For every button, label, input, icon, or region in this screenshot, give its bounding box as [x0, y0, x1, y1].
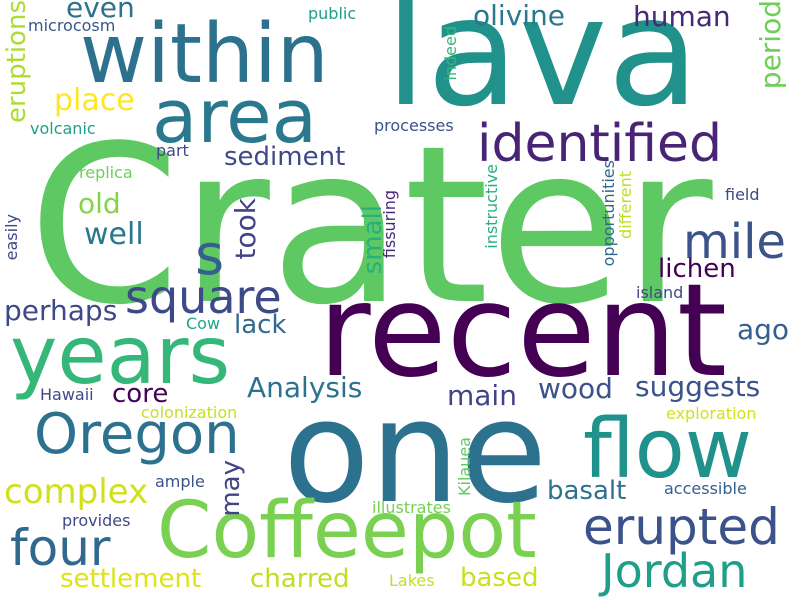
word-lichen: lichen — [658, 254, 736, 284]
word-hawaii: Hawaii — [40, 385, 94, 404]
word-wood: wood — [538, 372, 613, 405]
word-basalt: basalt — [547, 476, 627, 506]
word-lakes: Lakes — [389, 571, 435, 590]
word-kilauea: Kilauea — [455, 437, 474, 496]
word-instructive: instructive — [482, 164, 501, 249]
word-core: core — [112, 379, 169, 409]
word-well: well — [84, 217, 144, 252]
word-oregon: Oregon — [34, 402, 240, 467]
word-indeed: indeed — [441, 26, 460, 81]
word-identified: identified — [477, 114, 722, 174]
word-crater: Crater — [28, 100, 713, 353]
word-provides: provides — [62, 511, 131, 530]
word-microcosm: microcosm — [28, 16, 116, 35]
word-square: square — [125, 270, 282, 324]
word-human: human — [633, 0, 731, 33]
word-charred: charred — [250, 564, 350, 594]
word-eruptions: eruptions — [2, 0, 32, 124]
word-cow: Cow — [186, 314, 221, 333]
word-public: public — [308, 4, 357, 23]
word-analysis: Analysis — [247, 371, 363, 404]
word-exploration: exploration — [666, 404, 757, 423]
word-volcanic: volcanic — [30, 119, 96, 138]
word-replica: replica — [79, 163, 133, 182]
word-old: old — [78, 187, 121, 220]
word-jordan: Jordan — [601, 544, 748, 598]
word-may: may — [216, 460, 246, 517]
word-four: four — [10, 519, 111, 577]
word-recent: recent — [318, 257, 727, 406]
word-coffeepot: Coffeepot — [157, 486, 537, 576]
word-lack: lack — [234, 310, 287, 340]
word-period: period — [754, 0, 787, 90]
word-years: years — [10, 309, 231, 402]
word-even: even — [66, 0, 135, 24]
word-easily: easily — [2, 214, 21, 261]
word-took: took — [229, 198, 262, 260]
word-island: island — [636, 283, 684, 302]
word-settlement: settlement — [60, 564, 202, 594]
word-lava: lava — [385, 0, 700, 140]
word-olivine: olivine — [473, 0, 566, 32]
word-fissuring: fissuring — [380, 190, 399, 259]
word-place: place — [54, 83, 135, 118]
word-sediment: sediment — [224, 142, 346, 172]
word-mile: mile — [683, 214, 786, 270]
word-colonization: colonization — [141, 403, 238, 422]
word-different: different — [616, 171, 635, 239]
word-processes: processes — [374, 116, 454, 135]
word-accessible: accessible — [664, 479, 747, 498]
word-field: field — [725, 185, 760, 204]
word-complex: complex — [4, 472, 149, 512]
word-based: based — [460, 563, 539, 593]
word-s: s — [195, 223, 225, 288]
word-area: area — [152, 74, 318, 160]
word-erupted: erupted — [583, 498, 780, 556]
word-ago: ago — [737, 313, 790, 346]
word-one: one — [283, 370, 548, 535]
word-part: part — [156, 141, 189, 160]
word-main: main — [447, 379, 517, 412]
word-suggests: suggests — [635, 370, 761, 403]
word-illustrates: illustrates — [372, 498, 451, 517]
word-within: within — [80, 7, 329, 102]
word-perhaps: perhaps — [4, 294, 118, 327]
word-flow: flow — [583, 402, 752, 497]
word-ample: ample — [155, 472, 205, 491]
word-opportunities: opportunities — [599, 160, 618, 267]
